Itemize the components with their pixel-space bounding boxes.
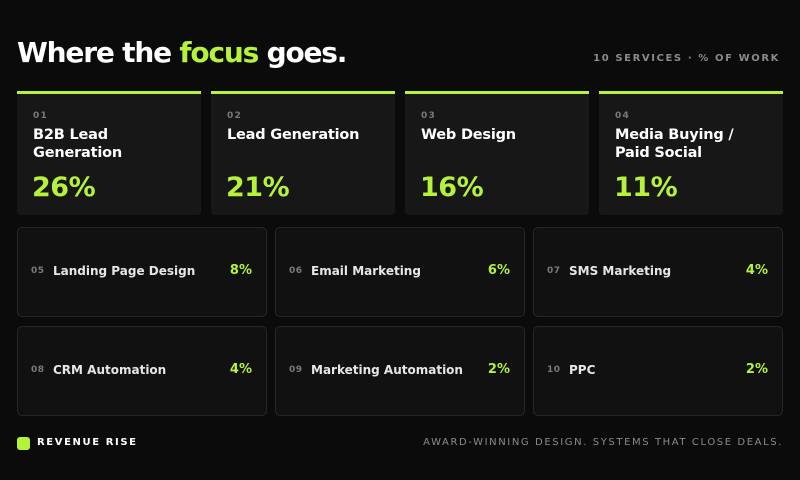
featured-card: 04 Media Buying / Paid Social 11%: [599, 91, 783, 215]
service-percent: 21%: [226, 172, 290, 203]
service-card: 08 CRM Automation 4%: [17, 326, 267, 416]
service-number: 01: [33, 111, 48, 121]
service-number: 06: [289, 266, 303, 276]
service-percent: 4%: [229, 362, 252, 377]
footer: REVENUE RISE AWARD-WINNING DESIGN. SYSTE…: [17, 436, 783, 452]
service-card: 06 Email Marketing 6%: [275, 227, 525, 317]
service-percent: 11%: [614, 172, 678, 203]
service-name: Web Design: [421, 127, 516, 143]
service-name: Landing Page Design: [53, 264, 196, 278]
service-name: SMS Marketing: [569, 264, 672, 278]
service-number: 05: [31, 266, 45, 276]
service-name: Media Buying / Paid Social: [615, 127, 734, 161]
service-number: 03: [421, 111, 436, 121]
service-percent: 16%: [420, 172, 484, 203]
service-number: 10: [547, 365, 561, 375]
service-percent: 26%: [32, 172, 96, 203]
service-name: Lead Generation: [227, 127, 360, 143]
service-number: 04: [615, 111, 630, 121]
header: Where the focus goes. 10 SERVICES · % OF…: [17, 36, 780, 76]
featured-card: 02 Lead Generation 21%: [211, 91, 395, 215]
service-name: B2B Lead Generation: [33, 127, 123, 161]
brand-logo-icon: [17, 437, 30, 450]
services-grid: 05 Landing Page Design 8% 06 Email Marke…: [17, 227, 783, 417]
featured-services: 01 B2B Lead Generation 26% 02 Lead Gener…: [17, 91, 783, 215]
service-percent: 8%: [229, 263, 252, 278]
featured-card: 01 B2B Lead Generation 26%: [17, 91, 201, 215]
service-card: 10 PPC 2%: [533, 326, 783, 416]
tagline: AWARD-WINNING DESIGN. SYSTEMS THAT CLOSE…: [423, 437, 783, 448]
service-percent: 6%: [487, 263, 510, 278]
service-number: 08: [31, 365, 45, 375]
service-percent: 2%: [745, 362, 768, 377]
service-percent: 4%: [745, 263, 768, 278]
service-number: 09: [289, 365, 303, 375]
service-card: 09 Marketing Automation 2%: [275, 326, 525, 416]
service-name: CRM Automation: [53, 363, 167, 377]
brand-name: REVENUE RISE: [37, 437, 138, 448]
service-number: 07: [547, 266, 561, 276]
service-name: Email Marketing: [311, 264, 421, 278]
page-title: Where the focus goes.: [17, 36, 348, 70]
title-tail: goes.: [258, 36, 348, 69]
service-percent: 2%: [487, 362, 510, 377]
title-lead: Where the: [17, 36, 180, 69]
service-name: Marketing Automation: [311, 363, 463, 377]
service-name: PPC: [569, 363, 596, 377]
services-meta: 10 SERVICES · % OF WORK: [593, 53, 780, 64]
service-card: 05 Landing Page Design 8%: [17, 227, 267, 317]
service-number: 02: [227, 111, 242, 121]
service-card: 07 SMS Marketing 4%: [533, 227, 783, 317]
title-accent-word: focus: [179, 36, 259, 69]
featured-card: 03 Web Design 16%: [405, 91, 589, 215]
